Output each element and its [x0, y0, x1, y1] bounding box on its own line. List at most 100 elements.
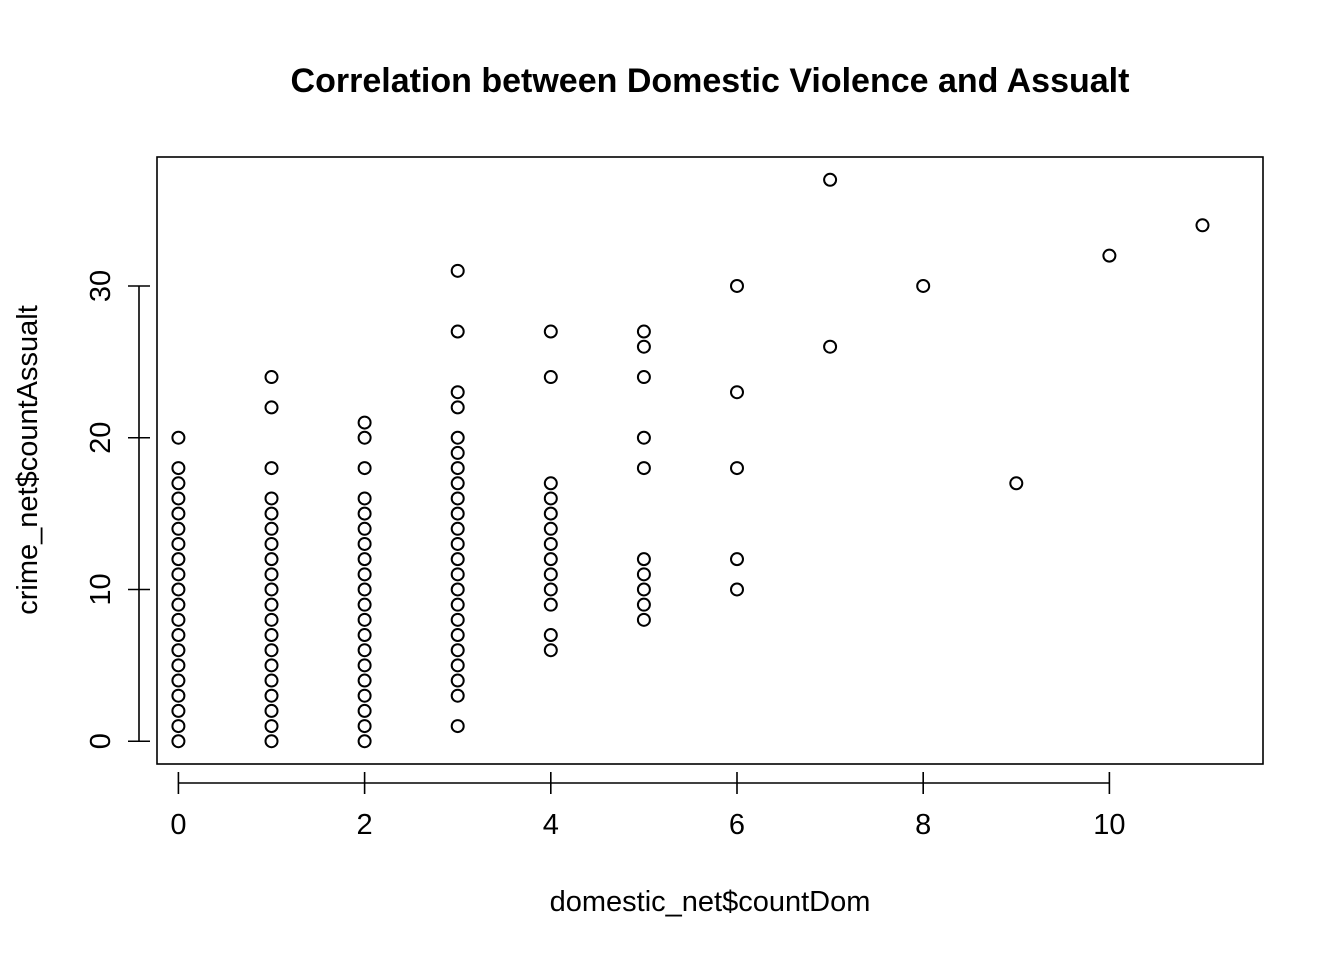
data-point	[264, 370, 279, 385]
data-point	[450, 628, 465, 643]
data-point	[171, 688, 186, 703]
data-point	[264, 688, 279, 703]
data-point	[264, 673, 279, 688]
data-point	[171, 536, 186, 551]
data-point	[1195, 218, 1210, 233]
x-tick-label: 10	[1093, 809, 1125, 841]
data-point	[636, 552, 651, 567]
data-point	[450, 567, 465, 582]
data-point	[171, 628, 186, 643]
data-point	[357, 703, 372, 718]
data-point	[636, 597, 651, 612]
data-point	[450, 612, 465, 627]
data-point	[264, 703, 279, 718]
data-point	[450, 430, 465, 445]
data-point	[450, 476, 465, 491]
data-point	[450, 445, 465, 460]
data-point	[171, 658, 186, 673]
data-point	[543, 536, 558, 551]
data-point	[636, 324, 651, 339]
data-point	[450, 552, 465, 567]
data-point	[636, 370, 651, 385]
y-tick-label: 10	[85, 573, 117, 605]
data-point	[729, 278, 744, 293]
data-point	[357, 552, 372, 567]
plot-area-box	[156, 156, 1264, 765]
data-point	[729, 552, 744, 567]
data-point	[1102, 248, 1117, 263]
x-axis-label: domestic_net$countDom	[550, 886, 871, 918]
data-point	[264, 491, 279, 506]
x-tick-label: 6	[729, 809, 745, 841]
data-point	[171, 521, 186, 536]
data-point	[357, 688, 372, 703]
data-point	[450, 643, 465, 658]
data-point	[357, 430, 372, 445]
data-point	[264, 461, 279, 476]
data-point	[357, 658, 372, 673]
data-point	[543, 643, 558, 658]
data-point	[543, 324, 558, 339]
data-point	[357, 415, 372, 430]
data-point	[450, 521, 465, 536]
data-point	[543, 370, 558, 385]
data-point	[171, 719, 186, 734]
data-point	[636, 567, 651, 582]
data-point	[264, 567, 279, 582]
data-point	[357, 536, 372, 551]
data-point	[357, 506, 372, 521]
y-tick-label: 30	[85, 270, 117, 302]
data-point	[450, 582, 465, 597]
data-point	[450, 536, 465, 551]
data-point	[543, 582, 558, 597]
data-point	[264, 506, 279, 521]
data-point	[450, 597, 465, 612]
data-point	[264, 734, 279, 749]
data-point	[450, 719, 465, 734]
data-point	[357, 719, 372, 734]
data-point	[264, 612, 279, 627]
data-point	[450, 673, 465, 688]
x-tick-label: 8	[915, 809, 931, 841]
data-point	[636, 430, 651, 445]
data-point	[357, 491, 372, 506]
data-point	[171, 703, 186, 718]
data-point	[264, 521, 279, 536]
data-point	[543, 521, 558, 536]
data-point	[729, 461, 744, 476]
data-point	[171, 673, 186, 688]
data-point	[171, 612, 186, 627]
data-point	[729, 385, 744, 400]
data-point	[264, 536, 279, 551]
y-axis-label: crime_net$countAssualt	[12, 305, 44, 615]
data-point	[729, 582, 744, 597]
x-tick-label: 2	[357, 809, 373, 841]
data-point	[171, 552, 186, 567]
data-point	[171, 582, 186, 597]
data-point	[357, 597, 372, 612]
x-axis: 0 2 4 6 8 10	[170, 772, 1126, 841]
y-axis: 0 10 20 30	[85, 270, 150, 749]
data-points	[171, 172, 1210, 749]
data-point	[171, 506, 186, 521]
data-point	[357, 612, 372, 627]
data-point	[543, 476, 558, 491]
data-point	[264, 658, 279, 673]
data-point	[264, 628, 279, 643]
data-point	[357, 643, 372, 658]
data-point	[171, 734, 186, 749]
y-tick-label: 0	[85, 733, 117, 749]
data-point	[171, 476, 186, 491]
data-point	[357, 673, 372, 688]
data-point	[264, 719, 279, 734]
data-point	[357, 521, 372, 536]
data-point	[450, 263, 465, 278]
data-point	[357, 461, 372, 476]
y-tick-label: 20	[85, 422, 117, 454]
data-point	[450, 385, 465, 400]
data-point	[450, 400, 465, 415]
data-point	[357, 628, 372, 643]
data-point	[636, 612, 651, 627]
data-point	[543, 506, 558, 521]
